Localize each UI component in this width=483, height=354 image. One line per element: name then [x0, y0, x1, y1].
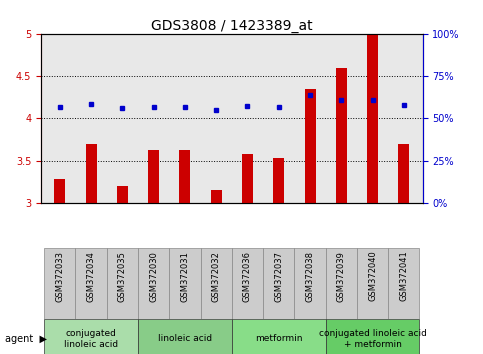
- Text: conjugated
linoleic acid: conjugated linoleic acid: [64, 329, 118, 349]
- Bar: [398, 144, 409, 203]
- Text: GSM372037: GSM372037: [274, 251, 283, 302]
- Bar: [169, 248, 200, 319]
- Bar: [242, 154, 253, 203]
- Bar: [75, 248, 107, 319]
- Bar: [211, 190, 222, 203]
- Text: metformin: metformin: [255, 335, 302, 343]
- Text: GSM372039: GSM372039: [337, 251, 346, 302]
- Text: agent  ▶: agent ▶: [5, 334, 47, 344]
- Title: GDS3808 / 1423389_at: GDS3808 / 1423389_at: [151, 19, 313, 33]
- Text: GSM372036: GSM372036: [243, 251, 252, 302]
- Bar: [180, 150, 190, 203]
- Text: GSM372040: GSM372040: [368, 251, 377, 301]
- Text: GSM372041: GSM372041: [399, 251, 408, 301]
- Bar: [148, 150, 159, 203]
- Bar: [367, 32, 378, 203]
- Bar: [263, 248, 295, 319]
- Bar: [232, 248, 263, 319]
- Bar: [44, 319, 138, 354]
- Bar: [85, 144, 97, 203]
- Bar: [107, 248, 138, 319]
- Bar: [200, 248, 232, 319]
- Bar: [326, 319, 420, 354]
- Bar: [138, 248, 169, 319]
- Text: GSM372031: GSM372031: [181, 251, 189, 302]
- Text: GSM372032: GSM372032: [212, 251, 221, 302]
- Text: linoleic acid: linoleic acid: [158, 335, 212, 343]
- Bar: [55, 179, 65, 203]
- Bar: [388, 248, 420, 319]
- Bar: [295, 248, 326, 319]
- Text: GSM372034: GSM372034: [86, 251, 96, 302]
- Bar: [117, 186, 128, 203]
- Bar: [232, 319, 326, 354]
- Bar: [326, 248, 357, 319]
- Bar: [138, 319, 232, 354]
- Text: GSM372033: GSM372033: [56, 251, 64, 302]
- Text: GSM372030: GSM372030: [149, 251, 158, 302]
- Text: GSM372035: GSM372035: [118, 251, 127, 302]
- Bar: [357, 248, 388, 319]
- Bar: [44, 248, 75, 319]
- Bar: [305, 89, 315, 203]
- Bar: [273, 158, 284, 203]
- Bar: [336, 68, 347, 203]
- Text: GSM372038: GSM372038: [306, 251, 314, 302]
- Text: conjugated linoleic acid
+ metformin: conjugated linoleic acid + metformin: [319, 329, 426, 349]
